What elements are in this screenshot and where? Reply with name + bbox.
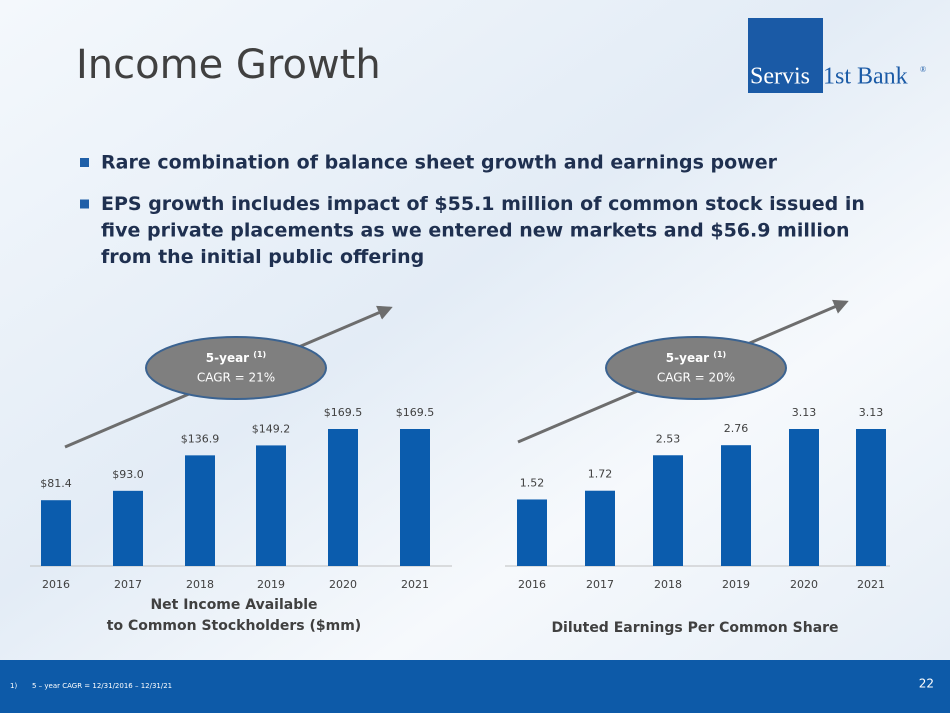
cagr-bubble xyxy=(605,336,787,400)
bar xyxy=(789,429,819,566)
data-label: $136.9 xyxy=(181,432,220,445)
slide-title: Income Growth xyxy=(76,42,381,88)
data-label: $149.2 xyxy=(252,422,291,435)
footnote-marker: 1) xyxy=(10,682,17,690)
x-tick-label: 2021 xyxy=(857,578,885,591)
cagr-bubble xyxy=(145,336,327,400)
page-number: 22 xyxy=(919,677,934,691)
bullet-marker xyxy=(80,158,89,167)
bar xyxy=(517,499,547,566)
data-label: $81.4 xyxy=(40,477,72,490)
chart-title: Diluted Earnings Per Common Share xyxy=(551,620,838,636)
logo-name: Servis xyxy=(750,64,810,90)
bar xyxy=(328,429,358,566)
bullet-text: EPS growth includes impact of $55.1 mill… xyxy=(101,193,865,215)
data-label: 2.76 xyxy=(724,422,749,435)
x-tick-label: 2016 xyxy=(518,578,546,591)
x-tick-label: 2020 xyxy=(329,578,357,591)
cagr-label-text: 5-year xyxy=(206,351,249,365)
data-label: 1.52 xyxy=(520,476,545,489)
x-tick-label: 2018 xyxy=(654,578,682,591)
x-tick-label: 2017 xyxy=(586,578,614,591)
cagr-value: CAGR = 20% xyxy=(657,371,735,385)
logo-suffix: 1st Bank xyxy=(823,64,908,90)
data-label: $169.5 xyxy=(324,406,363,419)
logo-mark: ® xyxy=(920,65,926,74)
logo: Servis 1st Bank ® xyxy=(748,18,926,93)
x-tick-label: 2020 xyxy=(790,578,818,591)
footnote: 5 – year CAGR = 12/31/2016 – 12/31/21 xyxy=(32,682,172,690)
chart-title: to Common Stockholders ($mm) xyxy=(107,618,361,634)
data-label: 1.72 xyxy=(588,468,613,481)
x-tick-label: 2017 xyxy=(114,578,142,591)
bar xyxy=(256,445,286,566)
x-tick-label: 2019 xyxy=(722,578,750,591)
cagr-label-sup: (1) xyxy=(253,350,266,359)
bullet-text: five private placements as we entered ne… xyxy=(101,220,850,242)
bullet-marker xyxy=(80,199,89,209)
bar xyxy=(113,490,143,566)
bar xyxy=(585,490,615,566)
bar xyxy=(41,500,71,566)
bullet-text: Rare combination of balance sheet growth… xyxy=(101,152,778,174)
data-label: 3.13 xyxy=(792,406,817,419)
x-tick-label: 2016 xyxy=(42,578,70,591)
data-label: $93.0 xyxy=(112,468,144,481)
bar xyxy=(400,429,430,566)
bar xyxy=(721,445,751,566)
footer-band xyxy=(0,660,950,713)
bar xyxy=(185,455,215,566)
cagr-label-text: 5-year xyxy=(666,351,709,365)
cagr-label-sup: (1) xyxy=(713,350,726,359)
cagr-value: CAGR = 21% xyxy=(197,371,275,385)
x-tick-label: 2018 xyxy=(186,578,214,591)
cagr-label: 5-year (1) xyxy=(666,350,726,365)
cagr-label: 5-year (1) xyxy=(206,350,266,365)
bar xyxy=(653,455,683,566)
x-tick-label: 2021 xyxy=(401,578,429,591)
data-label: $169.5 xyxy=(396,406,435,419)
data-label: 2.53 xyxy=(656,432,681,445)
data-label: 3.13 xyxy=(859,406,884,419)
chart-title: Net Income Available xyxy=(150,597,317,613)
logo-box xyxy=(748,18,823,93)
bullet-text: from the initial public offering xyxy=(101,246,424,268)
x-tick-label: 2019 xyxy=(257,578,285,591)
bar xyxy=(856,429,886,566)
